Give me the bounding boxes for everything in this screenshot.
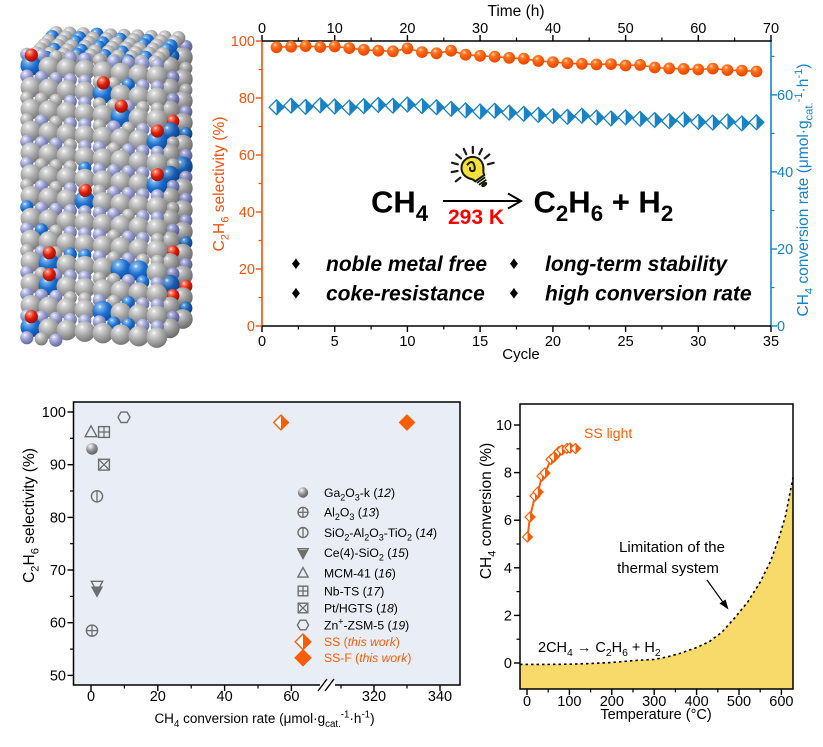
svg-text:Ce(4)-SiO2​ (15): Ce(4)-SiO2​ (15) [324,546,409,563]
svg-text:Temperature (°C): Temperature (°C) [600,707,711,723]
svg-text:80: 80 [239,91,255,107]
svg-text:10: 10 [496,418,512,434]
svg-text:293 K: 293 K [448,206,504,229]
svg-text:40: 40 [217,689,233,705]
svg-text:Zn+​-ZSM-5 (19): Zn+​-ZSM-5 (19) [324,616,409,632]
svg-text:coke-resistance: coke-resistance [326,283,485,306]
svg-text:Nb-TS (17): Nb-TS (17) [324,584,384,598]
svg-text:15: 15 [472,334,488,350]
svg-text:Time (h): Time (h) [487,3,544,20]
svg-text:100: 100 [557,694,581,710]
svg-text:♦: ♦ [291,283,300,303]
svg-text:CH4​ conversion (%): CH4​ conversion (%) [478,443,498,579]
svg-text:long-term stability: long-term stability [545,253,728,276]
svg-text:340: 340 [428,689,452,705]
svg-text:600: 600 [769,694,793,710]
svg-text:20: 20 [150,689,166,705]
svg-text:6: 6 [504,513,512,529]
svg-text:80: 80 [50,510,66,526]
svg-text:90: 90 [50,458,66,474]
svg-text:0: 0 [523,694,531,710]
svg-text:20: 20 [239,262,255,278]
svg-text:CH4​ conversion rate (μmol·gca: CH4​ conversion rate (μmol·gcat.​-1​·h-1… [793,64,816,317]
svg-text:0: 0 [87,689,95,705]
svg-text:400: 400 [684,694,708,710]
svg-text:60: 60 [50,616,66,632]
svg-text:50: 50 [618,21,634,37]
svg-text:CH4​ conversion rate (μmol·gca: CH4​ conversion rate (μmol·gcat.​-1​·h-1… [154,710,374,730]
svg-text:noble metal free: noble metal free [326,253,487,276]
svg-text:high conversion rate: high conversion rate [545,283,752,306]
svg-text:70: 70 [763,21,779,37]
svg-text:SS (this work): SS (this work) [324,635,400,649]
svg-text:♦: ♦ [509,253,518,273]
svg-text:40: 40 [777,165,793,181]
svg-text:25: 25 [618,334,634,350]
svg-text:100: 100 [42,405,66,421]
svg-text:0: 0 [504,656,512,672]
svg-text:♦: ♦ [291,253,300,273]
svg-text:300: 300 [642,694,666,710]
svg-text:20: 20 [777,242,793,258]
svg-text:5: 5 [331,334,339,350]
svg-text:thermal system: thermal system [617,560,719,577]
svg-text:50: 50 [50,668,66,684]
svg-text:60: 60 [239,148,255,164]
svg-text:30: 30 [690,334,706,350]
svg-text:35: 35 [763,334,779,350]
svg-text:♦: ♦ [509,283,518,303]
svg-text:10: 10 [399,334,415,350]
svg-text:SS light: SS light [584,425,632,441]
svg-text:500: 500 [727,694,751,710]
svg-text:70: 70 [50,563,66,579]
svg-text:10: 10 [327,21,343,37]
svg-text:100: 100 [231,34,255,50]
svg-text:Pt/HGTS (18): Pt/HGTS (18) [324,601,398,615]
svg-text:60: 60 [690,21,706,37]
svg-text:SS-F (this work): SS-F (this work) [324,651,411,665]
svg-text:40: 40 [239,205,255,221]
svg-text:MCM-41 (16): MCM-41 (16) [324,566,396,580]
svg-text:200: 200 [600,694,624,710]
svg-text:Cycle: Cycle [502,346,540,363]
svg-text:2: 2 [504,608,512,624]
svg-text:30: 30 [472,21,488,37]
svg-text:0: 0 [777,319,785,335]
svg-text:60: 60 [777,88,793,104]
svg-text:20: 20 [399,21,415,37]
svg-text:40: 40 [545,21,561,37]
svg-text:20: 20 [545,334,561,350]
svg-text:320: 320 [362,689,386,705]
svg-text:0: 0 [258,334,266,350]
svg-text:0: 0 [247,319,255,335]
svg-text:4: 4 [504,561,512,577]
svg-text:Limitation of the: Limitation of the [619,539,725,556]
svg-text:0: 0 [258,21,266,37]
svg-text:8: 8 [504,466,512,482]
svg-text:60: 60 [283,689,299,705]
